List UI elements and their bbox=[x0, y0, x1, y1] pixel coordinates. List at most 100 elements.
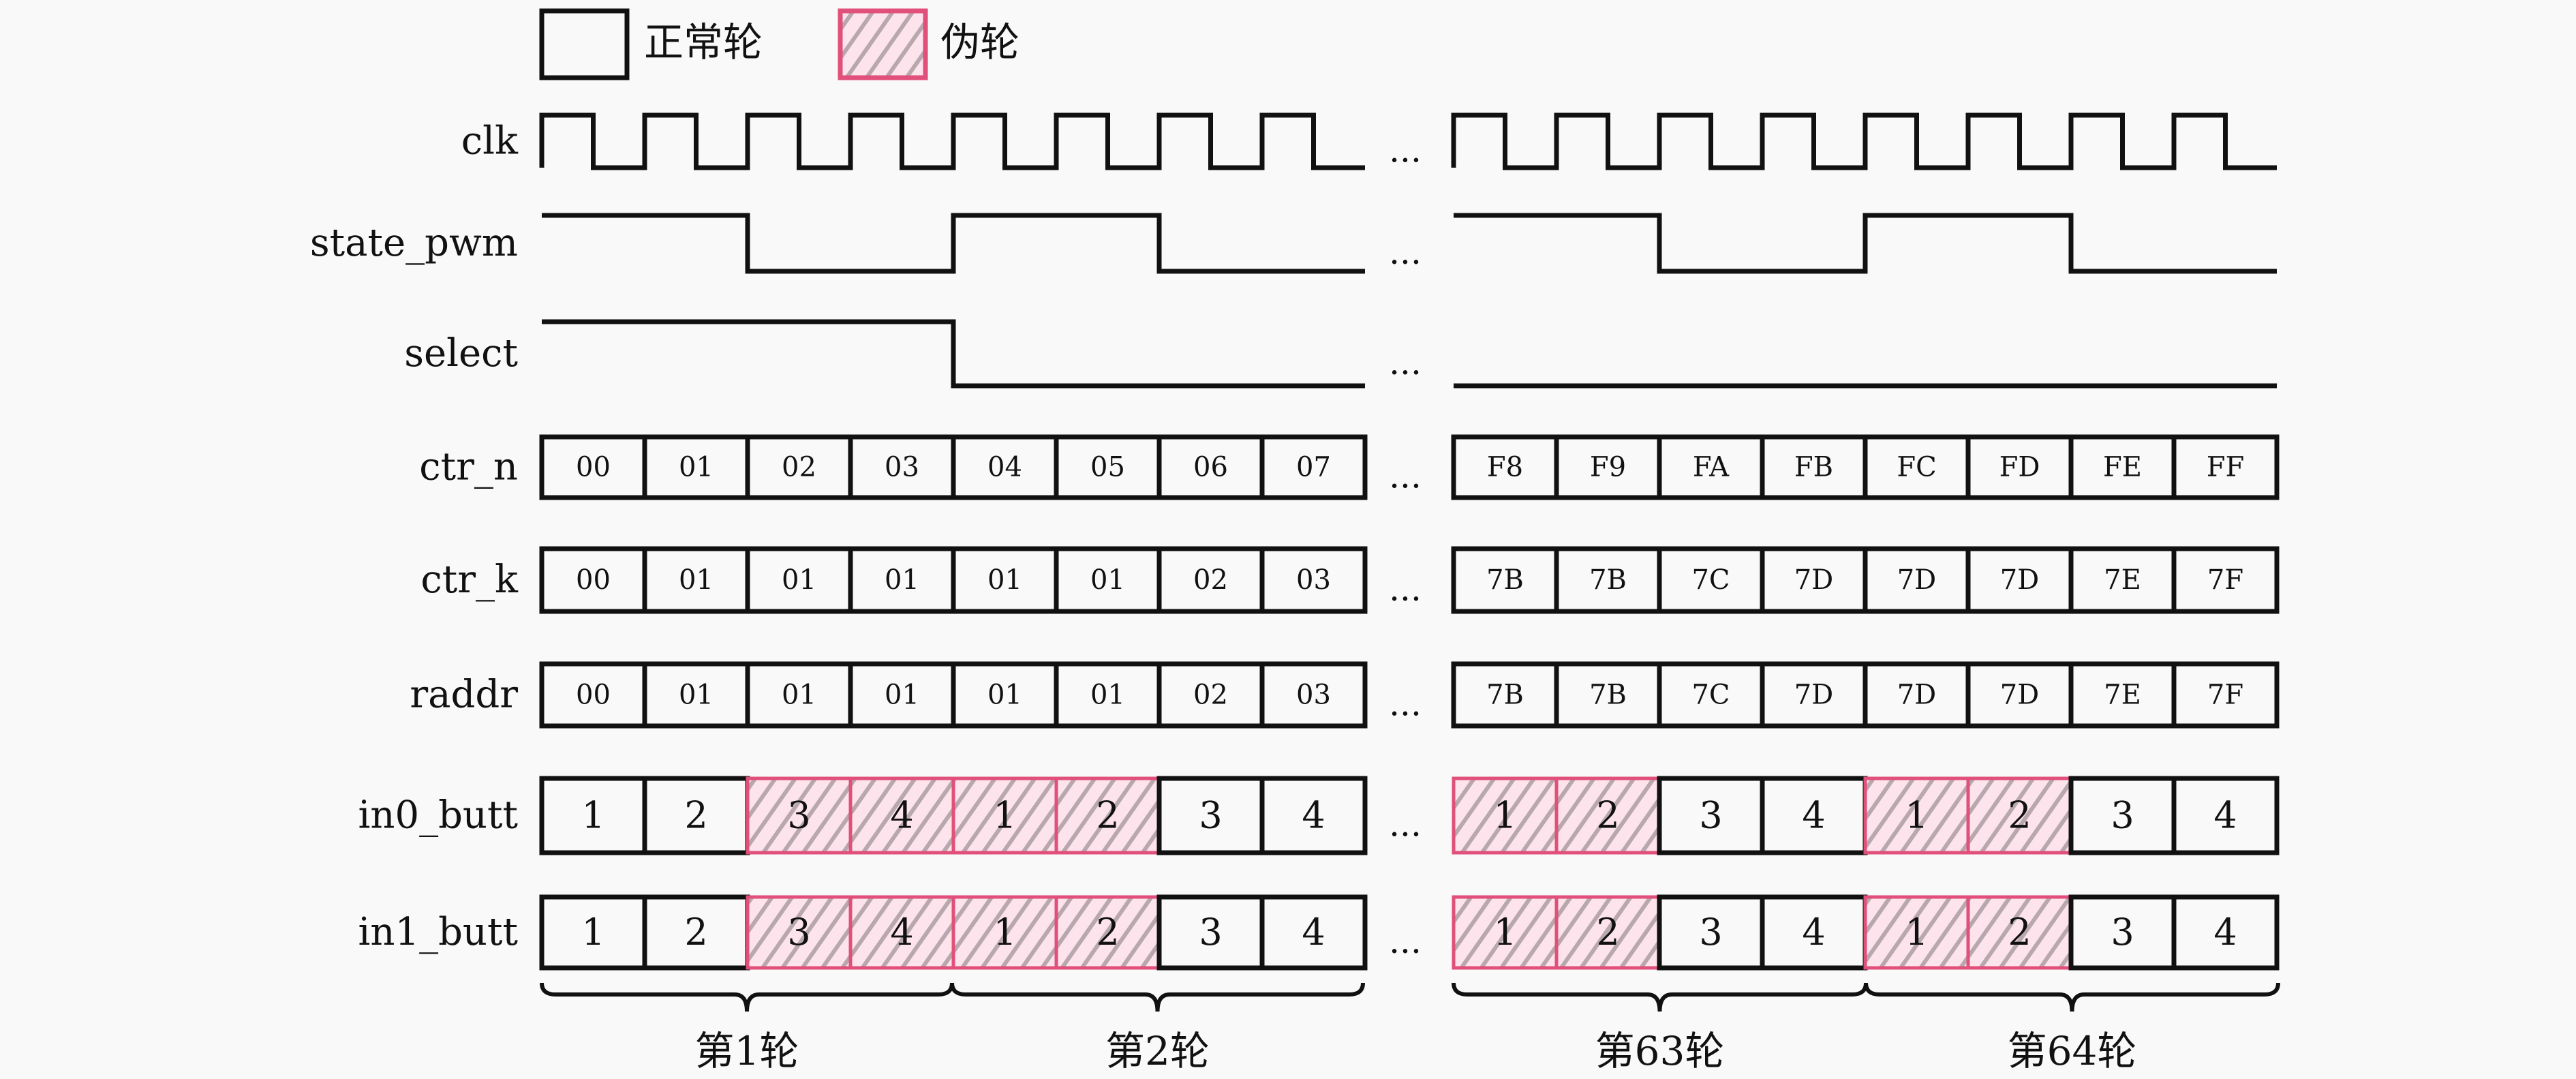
dummy-cell bbox=[1966, 776, 2073, 855]
cell-value: 01 bbox=[987, 564, 1022, 596]
waveform-state_pwm bbox=[542, 213, 1365, 274]
ellipsis: ... bbox=[1389, 131, 1422, 170]
cell-value: F8 bbox=[1487, 452, 1523, 483]
cell-value: 3 bbox=[787, 793, 810, 836]
signal-label-ctr_k: ctr_k bbox=[420, 558, 519, 602]
cell-value: 01 bbox=[885, 564, 919, 596]
cell-value: 4 bbox=[2213, 911, 2237, 954]
cell-value: 7B bbox=[1589, 680, 1627, 711]
cell-value: 3 bbox=[2111, 793, 2134, 836]
cell-value: 1 bbox=[1905, 793, 1928, 836]
cell-value: 3 bbox=[2111, 911, 2134, 954]
cell-value: 3 bbox=[787, 911, 810, 954]
ellipsis: ... bbox=[1389, 922, 1422, 961]
cell-value: 2 bbox=[684, 911, 707, 954]
cell-value: 7D bbox=[1794, 680, 1834, 711]
bus-cell bbox=[2171, 546, 2280, 614]
cell-value: 3 bbox=[1199, 793, 1222, 836]
cell-value: 7D bbox=[1897, 564, 1937, 596]
cell-value: 1 bbox=[1493, 911, 1516, 954]
round-label: 第63轮 bbox=[1595, 1028, 1725, 1074]
cell-value: 7D bbox=[2000, 680, 2040, 711]
cell-value: FC bbox=[1897, 452, 1936, 483]
cell-value: 01 bbox=[782, 564, 816, 596]
signal-label-in0_butt: in0_butt bbox=[358, 793, 518, 838]
cell-value: 7F bbox=[2207, 564, 2243, 596]
cell-value: 01 bbox=[987, 680, 1022, 711]
cell-value: 7B bbox=[1486, 564, 1524, 596]
dummy-cell bbox=[1452, 895, 1559, 970]
dummy-cell bbox=[1863, 776, 1970, 855]
bus-cell bbox=[1259, 776, 1368, 855]
cell-value: 01 bbox=[782, 680, 816, 711]
cell-value: FB bbox=[1794, 452, 1833, 483]
dummy-cell bbox=[951, 776, 1058, 855]
dummy-cell bbox=[848, 895, 955, 970]
bus-cell bbox=[1259, 546, 1368, 614]
cell-value: 01 bbox=[679, 564, 714, 596]
round-brace bbox=[1452, 982, 1868, 1012]
cell-value: 7C bbox=[1691, 680, 1730, 711]
cell-value: F9 bbox=[1590, 452, 1626, 483]
cell-value: 03 bbox=[1296, 680, 1331, 711]
signal-label-in1_butt: in1_butt bbox=[358, 910, 518, 954]
cell-value: 00 bbox=[576, 680, 611, 711]
waveform-state_pwm bbox=[1454, 213, 2277, 274]
round-brace bbox=[950, 982, 1365, 1012]
cell-value: 2 bbox=[1596, 793, 1619, 836]
cell-value: 3 bbox=[1699, 911, 1722, 954]
signal-label-select: select bbox=[404, 331, 518, 376]
waveform-clk bbox=[1451, 112, 2277, 170]
cell-value: 7D bbox=[2000, 564, 2040, 596]
cell-value: 2 bbox=[1596, 911, 1619, 954]
cell-value: 00 bbox=[576, 564, 611, 596]
cell-value: 01 bbox=[1090, 680, 1125, 711]
cell-value: 1 bbox=[1905, 911, 1928, 954]
dummy-cell bbox=[1452, 776, 1559, 855]
ellipsis: ... bbox=[1389, 805, 1422, 845]
cell-value: 4 bbox=[1302, 911, 1325, 954]
cell-value: 01 bbox=[679, 452, 714, 483]
cell-value: 1 bbox=[581, 793, 604, 836]
cell-value: 03 bbox=[1296, 564, 1331, 596]
ellipsis: ... bbox=[1389, 343, 1422, 382]
cell-value: 7D bbox=[1897, 680, 1937, 711]
cell-value: 3 bbox=[1699, 793, 1722, 836]
cell-value: FE bbox=[2103, 452, 2142, 483]
round-brace bbox=[540, 982, 954, 1012]
cell-value: 00 bbox=[576, 452, 611, 483]
cell-value: 4 bbox=[890, 911, 913, 954]
cell-value: 01 bbox=[1090, 564, 1125, 596]
bus-cell bbox=[1259, 894, 1368, 971]
round-label: 第2轮 bbox=[1105, 1028, 1210, 1074]
legend-dummy-swatch bbox=[838, 8, 928, 80]
signal-label-raddr: raddr bbox=[410, 673, 518, 717]
dummy-cell bbox=[1966, 895, 2073, 970]
cell-value: 01 bbox=[885, 680, 919, 711]
bus-cell bbox=[2171, 661, 2280, 729]
round-label: 第1轮 bbox=[695, 1028, 799, 1074]
legend-normal-swatch bbox=[539, 8, 630, 80]
cell-value: 02 bbox=[1193, 564, 1228, 596]
cell-value: 07 bbox=[1296, 452, 1331, 483]
cell-value: 4 bbox=[1302, 793, 1325, 836]
ellipsis: ... bbox=[1389, 457, 1422, 496]
cell-value: 02 bbox=[782, 452, 816, 483]
cell-value: FF bbox=[2207, 452, 2245, 483]
cell-value: 1 bbox=[993, 911, 1016, 954]
legend-dummy-label: 伪轮 bbox=[940, 19, 1019, 65]
bus-cell bbox=[1259, 661, 1368, 729]
cell-value: 04 bbox=[987, 452, 1022, 483]
bus-cell bbox=[2171, 776, 2280, 855]
cell-value: 4 bbox=[1802, 793, 1825, 836]
cell-value: 2 bbox=[684, 793, 707, 836]
cell-value: 7F bbox=[2207, 680, 2243, 711]
cell-value: 2 bbox=[2008, 911, 2031, 954]
cell-value: 05 bbox=[1090, 452, 1125, 483]
round-label: 第64轮 bbox=[2008, 1028, 2137, 1074]
cell-value: 2 bbox=[1096, 911, 1119, 954]
cell-value: 4 bbox=[1802, 911, 1825, 954]
ellipsis: ... bbox=[1389, 684, 1422, 724]
cell-value: 1 bbox=[1493, 793, 1516, 836]
